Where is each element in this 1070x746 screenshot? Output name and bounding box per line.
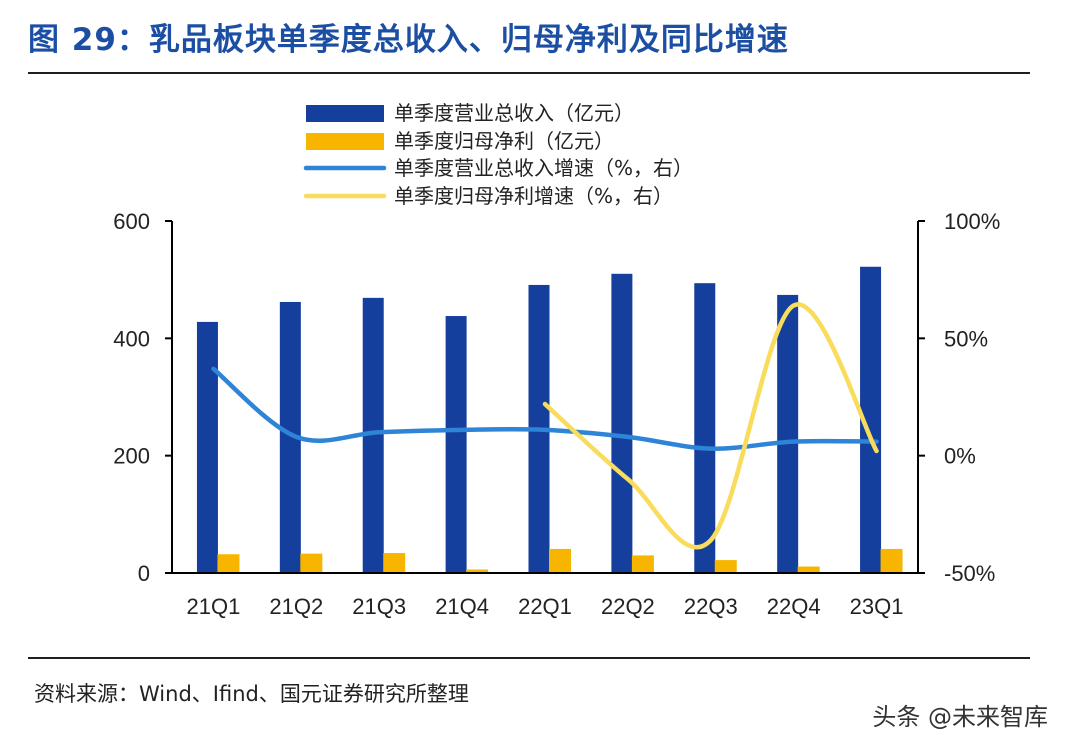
top-divider: [28, 72, 1030, 74]
net-profit-bar: [549, 548, 571, 573]
legend-label: 单季度营业总收入增速（%，右）: [394, 156, 693, 180]
legend-swatch: [306, 105, 384, 122]
x-tick-label: 22Q2: [601, 594, 655, 619]
revenue-growth-line: [211, 366, 879, 451]
x-tick-label: 22Q4: [767, 594, 821, 619]
right-tick-label: 50%: [944, 326, 988, 351]
figure-title: 图 29：乳品板块单季度总收入、归母净利及同比增速: [28, 22, 789, 58]
watermark: 头条 @未来智库: [872, 703, 1048, 731]
bottom-divider: [28, 657, 1030, 659]
x-tick-label: 21Q3: [352, 594, 406, 619]
revenue-bar: [777, 294, 799, 573]
net-profit-bar: [383, 553, 406, 573]
revenue-bar: [279, 301, 301, 573]
revenue-bar: [611, 273, 633, 573]
source-note: 资料来源：Wind、Ifind、国元证券研究所整理: [34, 682, 469, 706]
net-profit-bar: [880, 548, 903, 573]
right-tick-label: -50%: [944, 561, 995, 586]
net-profit-bar: [466, 569, 489, 573]
legend-label: 单季度归母净利增速（%，右）: [394, 184, 673, 208]
legend-label: 单季度营业总收入（亿元）: [394, 101, 634, 125]
right-tick-label: 100%: [944, 209, 1000, 234]
left-tick-label: 200: [113, 444, 150, 469]
revenue-bar: [694, 283, 716, 573]
net-profit-bar: [631, 555, 654, 573]
x-tick-label: 21Q4: [435, 594, 489, 619]
net-profit-growth-line: [542, 302, 879, 550]
left-tick-label: 0: [138, 561, 150, 586]
revenue-bar: [860, 266, 882, 573]
net-profit-bar: [714, 560, 737, 573]
x-tick-label: 21Q1: [187, 594, 241, 619]
net-profit-bar: [217, 554, 240, 573]
legend-swatch: [306, 133, 384, 150]
legend-label: 单季度归母净利（亿元）: [394, 129, 614, 153]
left-tick-label: 600: [113, 209, 150, 234]
x-tick-label: 22Q3: [684, 594, 738, 619]
net-profit-bar: [300, 553, 323, 573]
net-profit-bar: [797, 566, 820, 573]
right-tick-label: 0%: [944, 444, 976, 469]
x-tick-label: 23Q1: [850, 594, 904, 619]
revenue-bar: [445, 316, 467, 573]
left-tick-label: 400: [113, 326, 150, 351]
revenue-bar: [196, 321, 218, 573]
revenue-bar: [362, 297, 384, 573]
x-tick-label: 22Q1: [518, 594, 572, 619]
x-tick-label: 21Q2: [269, 594, 323, 619]
